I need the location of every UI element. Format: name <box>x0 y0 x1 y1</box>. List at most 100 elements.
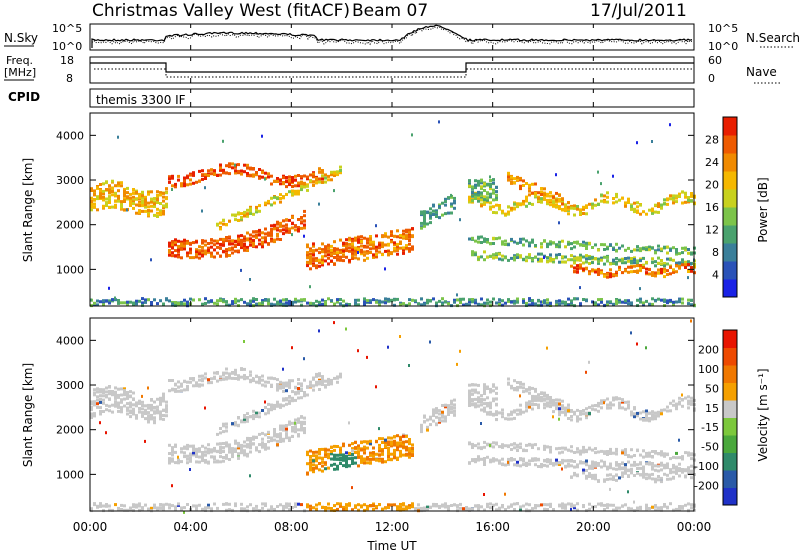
range-gate-cell <box>303 219 306 223</box>
range-gate-cell <box>267 436 270 440</box>
range-gate-cell <box>507 210 510 214</box>
range-gate-cell <box>657 297 660 301</box>
range-gate-cell <box>138 209 141 213</box>
range-gate-cell <box>423 415 426 419</box>
range-gate-cell <box>312 450 315 454</box>
range-gate-cell <box>687 453 690 457</box>
range-gate-cell <box>423 214 426 218</box>
range-gate-cell <box>267 199 270 203</box>
range-gate-cell <box>219 450 222 454</box>
range-gate-cell <box>606 303 609 307</box>
range-gate-cell <box>474 402 477 406</box>
range-gate-cell <box>222 424 225 428</box>
range-gate-cell <box>615 447 618 451</box>
range-gate-cell <box>549 242 552 246</box>
range-gate-cell <box>534 398 537 402</box>
range-gate-cell <box>627 197 630 201</box>
range-gate-cell <box>615 302 618 305</box>
range-gate-cell <box>93 503 96 507</box>
range-gate-cell <box>684 260 687 264</box>
range-gate-cell <box>159 503 162 506</box>
range-gate-cell <box>105 188 108 191</box>
range-gate-cell <box>168 506 171 510</box>
range-gate-cell <box>243 367 246 371</box>
range-gate-cell <box>687 270 690 273</box>
range-gate-cell <box>132 301 135 305</box>
range-gate-cell <box>246 445 249 449</box>
range-gate-cell <box>282 427 285 430</box>
range-gate-cell <box>432 209 435 213</box>
range-gate-cell <box>480 457 483 461</box>
range-gate-cell <box>618 464 621 468</box>
range-gate-cell <box>387 251 390 255</box>
range-gate-cell <box>168 503 171 507</box>
range-gate-cell <box>108 504 111 508</box>
range-gate-cell <box>201 253 204 257</box>
range-gate-cell <box>219 445 222 449</box>
range-gate-cell <box>513 410 516 414</box>
range-gate-cell <box>471 383 474 387</box>
range-gate-cell <box>567 448 570 452</box>
range-gate-cell <box>594 477 597 481</box>
range-gate-cell <box>291 302 294 306</box>
range-gate-cell <box>609 473 612 477</box>
range-gate-cell <box>651 140 653 143</box>
range-gate-cell <box>195 381 198 385</box>
range-gate-cell <box>315 181 318 185</box>
range-gate-cell <box>186 251 189 255</box>
range-gate-cell <box>453 413 456 417</box>
range-gate-cell <box>570 449 573 453</box>
range-gate-cell <box>324 173 327 177</box>
range-gate-cell <box>492 236 495 240</box>
nsearch-label: N.Search <box>746 31 800 45</box>
range-gate-cell <box>219 246 222 250</box>
range-gate-cell <box>135 503 138 507</box>
range-gate-cell <box>246 302 249 306</box>
range-gate-cell <box>546 303 549 307</box>
range-gate-cell <box>159 193 162 197</box>
range-gate-cell <box>390 444 393 448</box>
range-gate-cell <box>141 297 144 301</box>
range-gate-cell <box>450 405 453 409</box>
range-gate-cell <box>117 387 120 391</box>
range-gate-cell <box>279 384 282 388</box>
range-gate-cell <box>372 457 375 461</box>
range-gate-cell <box>555 303 558 307</box>
range-gate-cell <box>243 415 246 419</box>
range-gate-cell <box>681 468 684 471</box>
range-gate-cell <box>636 471 639 475</box>
range-gate-cell <box>675 469 678 472</box>
range-gate-cell <box>657 210 660 214</box>
range-gate-cell <box>606 453 609 456</box>
range-gate-cell <box>477 458 480 462</box>
range-gate-cell <box>354 236 357 240</box>
range-gate-cell <box>531 459 534 462</box>
range-gate-cell <box>282 302 285 306</box>
range-gate-cell <box>138 504 141 508</box>
range-gate-cell <box>531 299 534 302</box>
range-gate-cell <box>210 245 213 249</box>
range-gate-cell <box>339 248 342 252</box>
range-gate-cell <box>237 424 240 428</box>
range-gate-cell <box>489 242 492 246</box>
range-gate-cell <box>555 401 558 405</box>
range-gate-cell <box>606 450 609 453</box>
range-gate-cell <box>273 195 276 199</box>
range-gate-cell <box>318 452 321 456</box>
range-gate-cell <box>582 244 585 247</box>
colorbar-frame <box>722 116 738 298</box>
range-gate-cell <box>636 342 638 346</box>
range-gate-cell <box>429 207 432 211</box>
range-gate-cell <box>399 303 402 307</box>
range-gate-cell <box>597 404 600 408</box>
range-gate-cell <box>123 194 126 198</box>
range-gate-cell <box>243 248 246 252</box>
range-gate-cell <box>168 180 171 184</box>
range-gate-cell <box>360 458 363 462</box>
range-gate-cell <box>669 470 672 474</box>
range-gate-cell <box>639 287 641 291</box>
range-gate-cell <box>534 506 537 510</box>
range-gate-cell <box>177 244 180 248</box>
range-gate-cell <box>366 457 369 461</box>
range-gate-cell <box>243 453 246 457</box>
